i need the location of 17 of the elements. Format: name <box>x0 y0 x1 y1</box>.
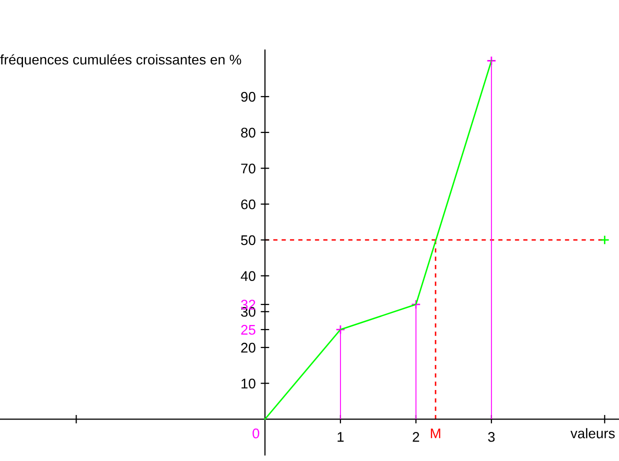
x-tick-label: 1 <box>338 432 344 442</box>
annotation: 0 <box>252 428 260 438</box>
y-tick-label: 40 <box>240 271 256 281</box>
x-axis-title: valeurs <box>570 428 615 438</box>
y-tick-label: 20 <box>241 342 256 353</box>
ref-line-label: M <box>430 428 440 438</box>
y-tick-label: 70 <box>241 164 256 174</box>
y-tick-label: 10 <box>242 378 256 388</box>
x-tick-label: 3 <box>488 432 495 442</box>
y-tick-label: 80 <box>241 128 256 138</box>
x-tick-label: 2 <box>412 432 420 442</box>
point <box>600 235 610 245</box>
y-tick-label: 25 <box>241 324 256 335</box>
y-axis-title: fréquences cumulées croissantes en % <box>0 54 242 68</box>
y-tick-label: 60 <box>241 199 256 210</box>
y-tick-label: 90 <box>241 92 256 102</box>
y-tick-label: 50 <box>241 235 256 246</box>
